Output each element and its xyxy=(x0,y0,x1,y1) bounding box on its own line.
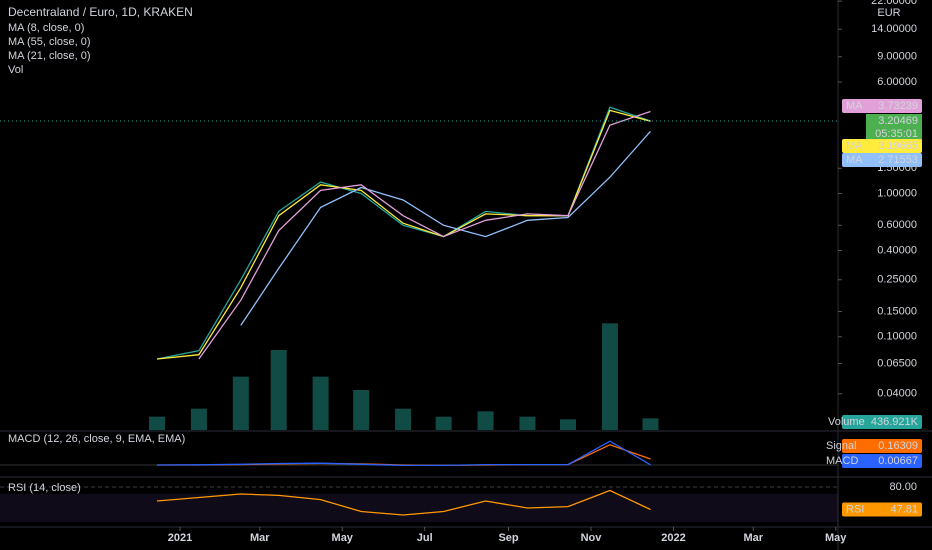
badge-text: 05:35:01 xyxy=(875,128,918,140)
volume-bar xyxy=(149,416,166,430)
y-tick-label: 0.10000 xyxy=(877,331,917,343)
y-tick-label: 0.60000 xyxy=(877,219,917,231)
badge-text: MA xyxy=(846,100,863,112)
volume-bar xyxy=(477,411,494,430)
price-badge xyxy=(842,153,922,167)
x-tick-label: 2021 xyxy=(168,532,192,544)
badge-text: 3.20469 xyxy=(878,115,918,127)
volume-bar xyxy=(232,376,249,430)
volume-bar xyxy=(601,323,618,430)
price-badge xyxy=(842,139,922,153)
x-tick-label: Mar xyxy=(250,532,270,544)
legend-entry: MA (8, close, 0) xyxy=(8,22,84,34)
badge-text: RSI xyxy=(846,503,864,515)
volume-bar xyxy=(353,390,370,430)
legend-entry: MA (21, close, 0) xyxy=(8,50,91,62)
y-tick-label: 80.00 xyxy=(889,481,917,493)
volume-bar xyxy=(519,416,536,430)
badge-text: 0.00667 xyxy=(878,455,918,467)
price-badge xyxy=(842,439,922,453)
x-tick-label: 2022 xyxy=(661,532,685,544)
badge-text: MA xyxy=(846,154,863,166)
badge-text: 2.71553 xyxy=(878,154,918,166)
legend-entry: MA (55, close, 0) xyxy=(8,36,91,48)
badge-text: 47.81 xyxy=(890,503,918,515)
y-tick-label: 9.00000 xyxy=(877,51,917,63)
badge-text: 436.921K xyxy=(871,416,919,428)
x-tick-label: May xyxy=(825,532,847,544)
rsi-band xyxy=(0,494,838,522)
y-tick-label: 0.06500 xyxy=(877,357,917,369)
ma-line xyxy=(198,110,651,360)
pane-title: RSI (14, close) xyxy=(8,482,81,494)
y-tick-label: 0.15000 xyxy=(877,305,917,317)
legend-entry: Vol xyxy=(8,64,23,76)
y-tick-label: 0.40000 xyxy=(877,244,917,256)
rsi-line xyxy=(156,489,651,516)
volume-bar xyxy=(190,408,207,430)
x-tick-label: Nov xyxy=(581,532,603,544)
badge-text: MA xyxy=(846,140,863,152)
y-tick-label: 0.04000 xyxy=(877,388,917,400)
badge-text: Signal xyxy=(826,440,857,452)
badge-text: Volume xyxy=(828,416,865,428)
price-badge xyxy=(842,415,922,429)
volume-bar xyxy=(560,419,577,430)
x-tick-label: Sep xyxy=(498,532,518,544)
symbol-title: Decentraland / Euro, 1D, KRAKEN xyxy=(8,5,193,19)
y-tick-label: 1.00000 xyxy=(877,187,917,199)
volume-bar xyxy=(312,376,329,430)
volume-bar xyxy=(395,408,412,430)
x-tick-label: Jul xyxy=(417,532,433,544)
price-badge xyxy=(842,454,922,468)
x-tick-label: Mar xyxy=(743,532,763,544)
badge-text: MACD xyxy=(826,455,858,467)
volume-bar xyxy=(270,350,287,430)
currency: EUR xyxy=(877,7,900,19)
badge-text: 3.73239 xyxy=(878,100,918,112)
volume-bar xyxy=(642,418,659,430)
y-tick-label: 6.00000 xyxy=(877,76,917,88)
ma-line xyxy=(240,130,651,326)
y-tick-label: 14.00000 xyxy=(871,23,917,35)
x-tick-label: May xyxy=(332,532,354,544)
price-badge xyxy=(866,114,922,143)
y-tick-label: 0.25000 xyxy=(877,274,917,286)
y-tick-label: 22.00000 xyxy=(871,0,917,7)
macd-line xyxy=(156,440,651,467)
pane-title: MACD (12, 26, close, 9, EMA, EMA) xyxy=(8,433,185,445)
badge-text: 0.16309 xyxy=(878,440,918,452)
volume-bar xyxy=(435,416,452,430)
price-badge xyxy=(842,502,922,517)
price-badge xyxy=(842,99,922,113)
badge-text: 3.19665 xyxy=(878,140,918,152)
